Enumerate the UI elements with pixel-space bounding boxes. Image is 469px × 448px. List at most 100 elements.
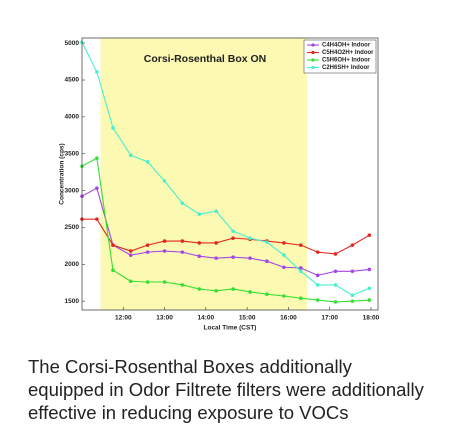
data-point [265,259,269,264]
data-point [145,250,150,254]
data-point [315,273,320,278]
data-point [214,256,218,260]
y-tick-label: 3500 [65,150,80,157]
data-point [315,298,320,302]
data-point [214,209,218,214]
x-tick-label: 15:00 [239,315,256,322]
data-point [197,212,202,216]
data-point [111,126,115,130]
data-point [214,289,218,293]
series-line [81,157,370,303]
data-point [282,294,286,298]
data-point [145,280,150,284]
data-point [265,240,269,244]
data-point [367,286,372,291]
data-point [145,243,150,247]
data-point [180,239,185,243]
data-point [265,292,269,296]
legend-label: C4H4OH+ Indoor [322,43,371,49]
legend-marker [311,50,315,55]
x-tick-label: 13:00 [156,315,173,322]
series-line [82,218,370,255]
data-point [299,269,303,274]
data-point [367,233,372,237]
y-tick-label: 4000 [65,114,80,121]
data-point [333,283,338,287]
data-point [282,241,286,245]
data-point [248,236,252,240]
caption-line: equipped in Odor Filtrete filters were a… [28,379,425,400]
data-point [248,256,252,260]
data-point [299,266,303,270]
data-point [180,250,185,254]
data-point [282,265,286,270]
legend-marker [311,65,315,70]
legend-label: C5H4O2H+ Indoor [322,50,374,56]
y-tick-label: 2000 [65,261,80,268]
x-tick-label: 14:00 [198,315,215,322]
data-point [231,255,235,259]
data-point [162,280,167,284]
data-point [214,241,218,245]
data-point [128,153,133,158]
caption-line: The Corsi-Rosenthal Boxes additionally [28,356,353,377]
x-axis-label: Local Time (CST) [204,325,257,332]
y-tick-label: 3000 [65,187,80,194]
y-tick-label: 1500 [65,298,80,305]
data-point [197,287,202,291]
data-point [299,296,303,301]
data-point [95,186,99,190]
data-point [299,243,303,247]
data-point [248,290,252,294]
legend-marker [311,43,315,47]
series-line [81,187,370,276]
data-point [367,298,372,302]
legend-marker [311,58,315,62]
plot-frame [81,37,379,311]
data-point [162,179,167,183]
data-point [95,217,99,221]
data-point [350,293,355,298]
series-line [81,42,370,296]
annotation: Corsi-Rosenthal Box ON [144,53,267,65]
data-point [350,269,355,274]
x-tick-label: 12:00 [115,315,132,322]
data-point [231,229,235,233]
data-point [180,283,185,287]
data-point [128,249,133,253]
x-tick-label: 17:00 [321,315,338,322]
data-point [95,70,99,74]
data-point [162,239,167,243]
data-point [315,283,320,287]
y-tick-label: 5000 [65,40,80,47]
data-point [128,279,133,284]
data-point [128,253,133,257]
shaded-period [100,38,307,310]
data-point [95,156,99,160]
data-point [333,269,338,274]
y-tick-label: 4500 [65,77,80,84]
data-point [111,268,115,272]
caption-line: effective in reducing exposure to VOCs [28,402,349,423]
data-point [180,201,185,205]
data-point [162,249,167,253]
data-point [231,287,235,291]
y-axis-label: Concentration (cps) [59,143,66,204]
data-point [197,254,202,258]
legend-label: C5H6OH+ Indoor [322,58,371,64]
x-tick-label: 18:00 [363,315,380,322]
data-point [333,252,338,256]
x-tick-label: 16:00 [280,315,297,322]
data-point [350,243,355,247]
data-point [367,267,372,272]
data-point [315,250,320,254]
data-point [350,299,355,303]
y-tick-label: 2500 [65,224,80,231]
data-point [282,253,286,257]
data-point [333,300,338,304]
data-point [231,236,235,240]
data-point [145,160,150,164]
legend-label: C2H6SH+ Indoor [322,65,370,71]
data-point [111,243,115,247]
